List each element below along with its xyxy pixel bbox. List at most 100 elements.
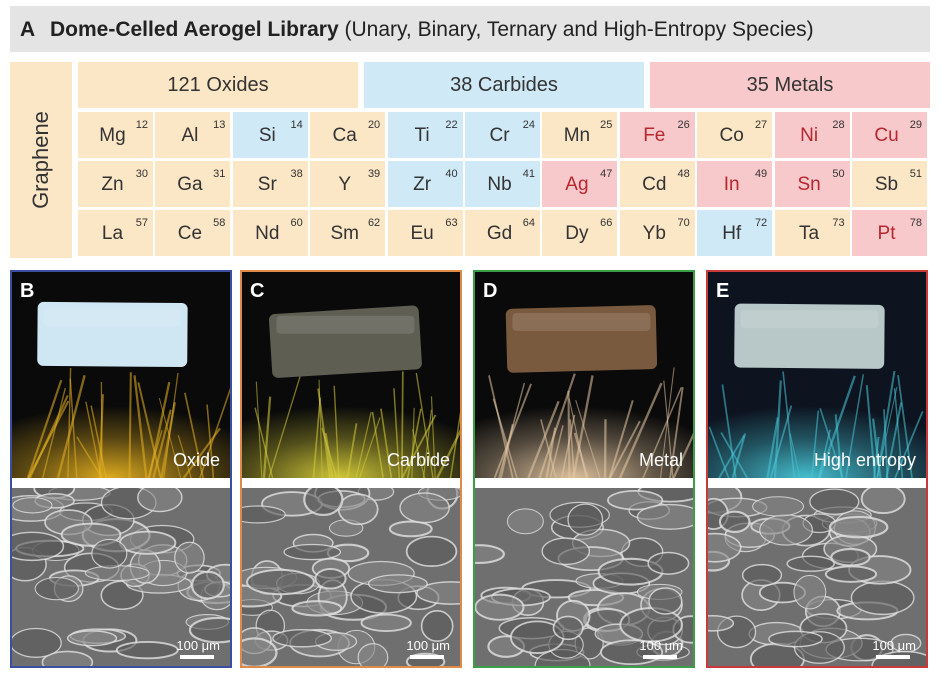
panel-d-letter: D	[483, 280, 498, 302]
atomic-number: 47	[600, 168, 613, 180]
panel-b-oxide: B Oxide 100 μm	[10, 270, 232, 668]
atomic-number: 20	[367, 119, 381, 131]
atomic-number: 27	[754, 119, 768, 131]
atomic-number: 40	[445, 168, 458, 180]
atomic-number: 31	[213, 168, 226, 180]
element-symbol: Sn	[797, 174, 821, 195]
element-symbol: Sm	[330, 223, 359, 244]
element-cell-ga: Ga 31	[155, 161, 231, 207]
element-symbol: La	[101, 223, 124, 244]
element-symbol: Nd	[255, 223, 280, 244]
atomic-number: 64	[522, 217, 535, 229]
panel-c-letter: C	[250, 280, 265, 302]
panel-b-scale-bar	[180, 655, 214, 659]
high-entropy-photo	[708, 272, 926, 478]
element-cell-cu: Cu 29	[852, 112, 927, 158]
element-symbol: Cu	[874, 125, 899, 146]
graphene-label: Graphene	[28, 111, 54, 209]
element-cell-co: Co 27	[697, 112, 773, 158]
atomic-number: 57	[135, 217, 148, 229]
atomic-number: 66	[600, 217, 613, 229]
atomic-number: 73	[832, 217, 845, 229]
panel-b-scale-label: 100 μm	[176, 638, 220, 653]
element-symbol: Cr	[489, 125, 510, 146]
atomic-number: 62	[367, 217, 381, 229]
atomic-number: 39	[367, 168, 381, 180]
panel-b-caption: Oxide	[172, 450, 220, 470]
atomic-number: 29	[909, 119, 922, 131]
element-symbol: Mg	[99, 125, 126, 146]
atomic-number: 49	[754, 168, 768, 180]
atomic-number: 24	[522, 119, 535, 131]
oxides-header: 121 Oxides	[78, 62, 358, 108]
element-cell-fe: Fe 26	[619, 112, 695, 158]
panel-e-scale-bar	[876, 655, 910, 659]
atomic-number: 12	[135, 119, 148, 131]
carbides-header: 38 Carbides	[364, 62, 644, 108]
element-cell-nd: Nd 60	[232, 210, 308, 256]
element-cell-nb: Nb 41	[465, 161, 540, 207]
library-title: Dome-Celled Aerogel Library (Unary, Bina…	[50, 18, 814, 42]
atomic-number: 38	[290, 168, 303, 180]
element-cell-sr: Sr 38	[232, 161, 308, 207]
element-cell-pt: Pt 78	[852, 210, 927, 256]
panel-c-scale-bar	[410, 655, 444, 659]
library-title-bold: Dome-Celled Aerogel Library	[50, 18, 339, 41]
title-bar: A Dome-Celled Aerogel Library (Unary, Bi…	[10, 6, 930, 52]
element-cell-ti: Ti 22	[387, 112, 463, 158]
graphene-column: Graphene	[10, 62, 72, 258]
atomic-number: 13	[213, 119, 226, 131]
element-symbol: Ni	[800, 125, 819, 146]
atomic-number: 78	[909, 217, 922, 229]
element-symbol: Yb	[642, 223, 666, 244]
panel-e-letter: E	[716, 280, 730, 302]
element-symbol: Gd	[486, 223, 513, 244]
atomic-number: 41	[522, 168, 535, 180]
element-symbol: Ga	[177, 174, 203, 195]
atomic-number: 28	[832, 119, 845, 131]
element-cell-eu: Eu 63	[387, 210, 463, 256]
element-symbol: Sr	[257, 174, 277, 195]
atomic-number: 22	[445, 119, 458, 131]
element-cell-yb: Yb 70	[619, 210, 695, 256]
metal-sem-image	[475, 488, 693, 666]
element-cell-mn: Mn 25	[542, 112, 618, 158]
element-symbol: Pt	[877, 223, 896, 244]
element-symbol: Eu	[410, 223, 434, 244]
element-symbol: Cd	[642, 174, 667, 195]
atomic-number: 25	[600, 119, 613, 131]
element-symbol: Al	[181, 125, 199, 146]
atomic-number: 51	[909, 168, 922, 180]
element-cell-la: La 57	[78, 210, 153, 256]
element-symbol: Zn	[101, 174, 124, 195]
element-cell-ta: Ta 73	[774, 210, 850, 256]
element-cell-zn: Zn 30	[78, 161, 153, 207]
element-symbol: Mn	[563, 125, 591, 146]
element-symbol: Ta	[799, 223, 820, 244]
panel-d-caption: Metal	[638, 450, 683, 470]
panel-e-high-entropy: E High entropy 100 μm	[706, 270, 928, 668]
metals-header: 35 Metals	[650, 62, 930, 108]
element-cell-si: Si 14	[232, 112, 308, 158]
high-entropy-sem-image	[708, 488, 926, 666]
element-symbol: Ca	[332, 125, 357, 146]
element-cell-mg: Mg 12	[78, 112, 153, 158]
panel-c-caption: Carbide	[386, 450, 450, 470]
atomic-number: 30	[135, 168, 148, 180]
element-symbol: Fe	[643, 125, 666, 146]
atomic-number: 48	[677, 168, 690, 180]
element-cell-cd: Cd 48	[619, 161, 695, 207]
element-cell-hf: Hf 72	[697, 210, 773, 256]
metal-photo	[475, 272, 693, 478]
element-cell-sn: Sn 50	[774, 161, 850, 207]
panel-e-scale-label: 100 μm	[872, 638, 916, 653]
oxide-sem-image	[12, 488, 230, 666]
element-cell-ag: Ag 47	[542, 161, 618, 207]
element-symbol: Co	[719, 125, 744, 146]
element-cell-sb: Sb 51	[852, 161, 927, 207]
atomic-number: 72	[754, 217, 768, 229]
element-symbol: Ti	[414, 125, 430, 146]
panel-d-scale-bar	[643, 655, 677, 659]
element-cell-ce: Ce 58	[155, 210, 231, 256]
atomic-number: 26	[677, 119, 690, 131]
